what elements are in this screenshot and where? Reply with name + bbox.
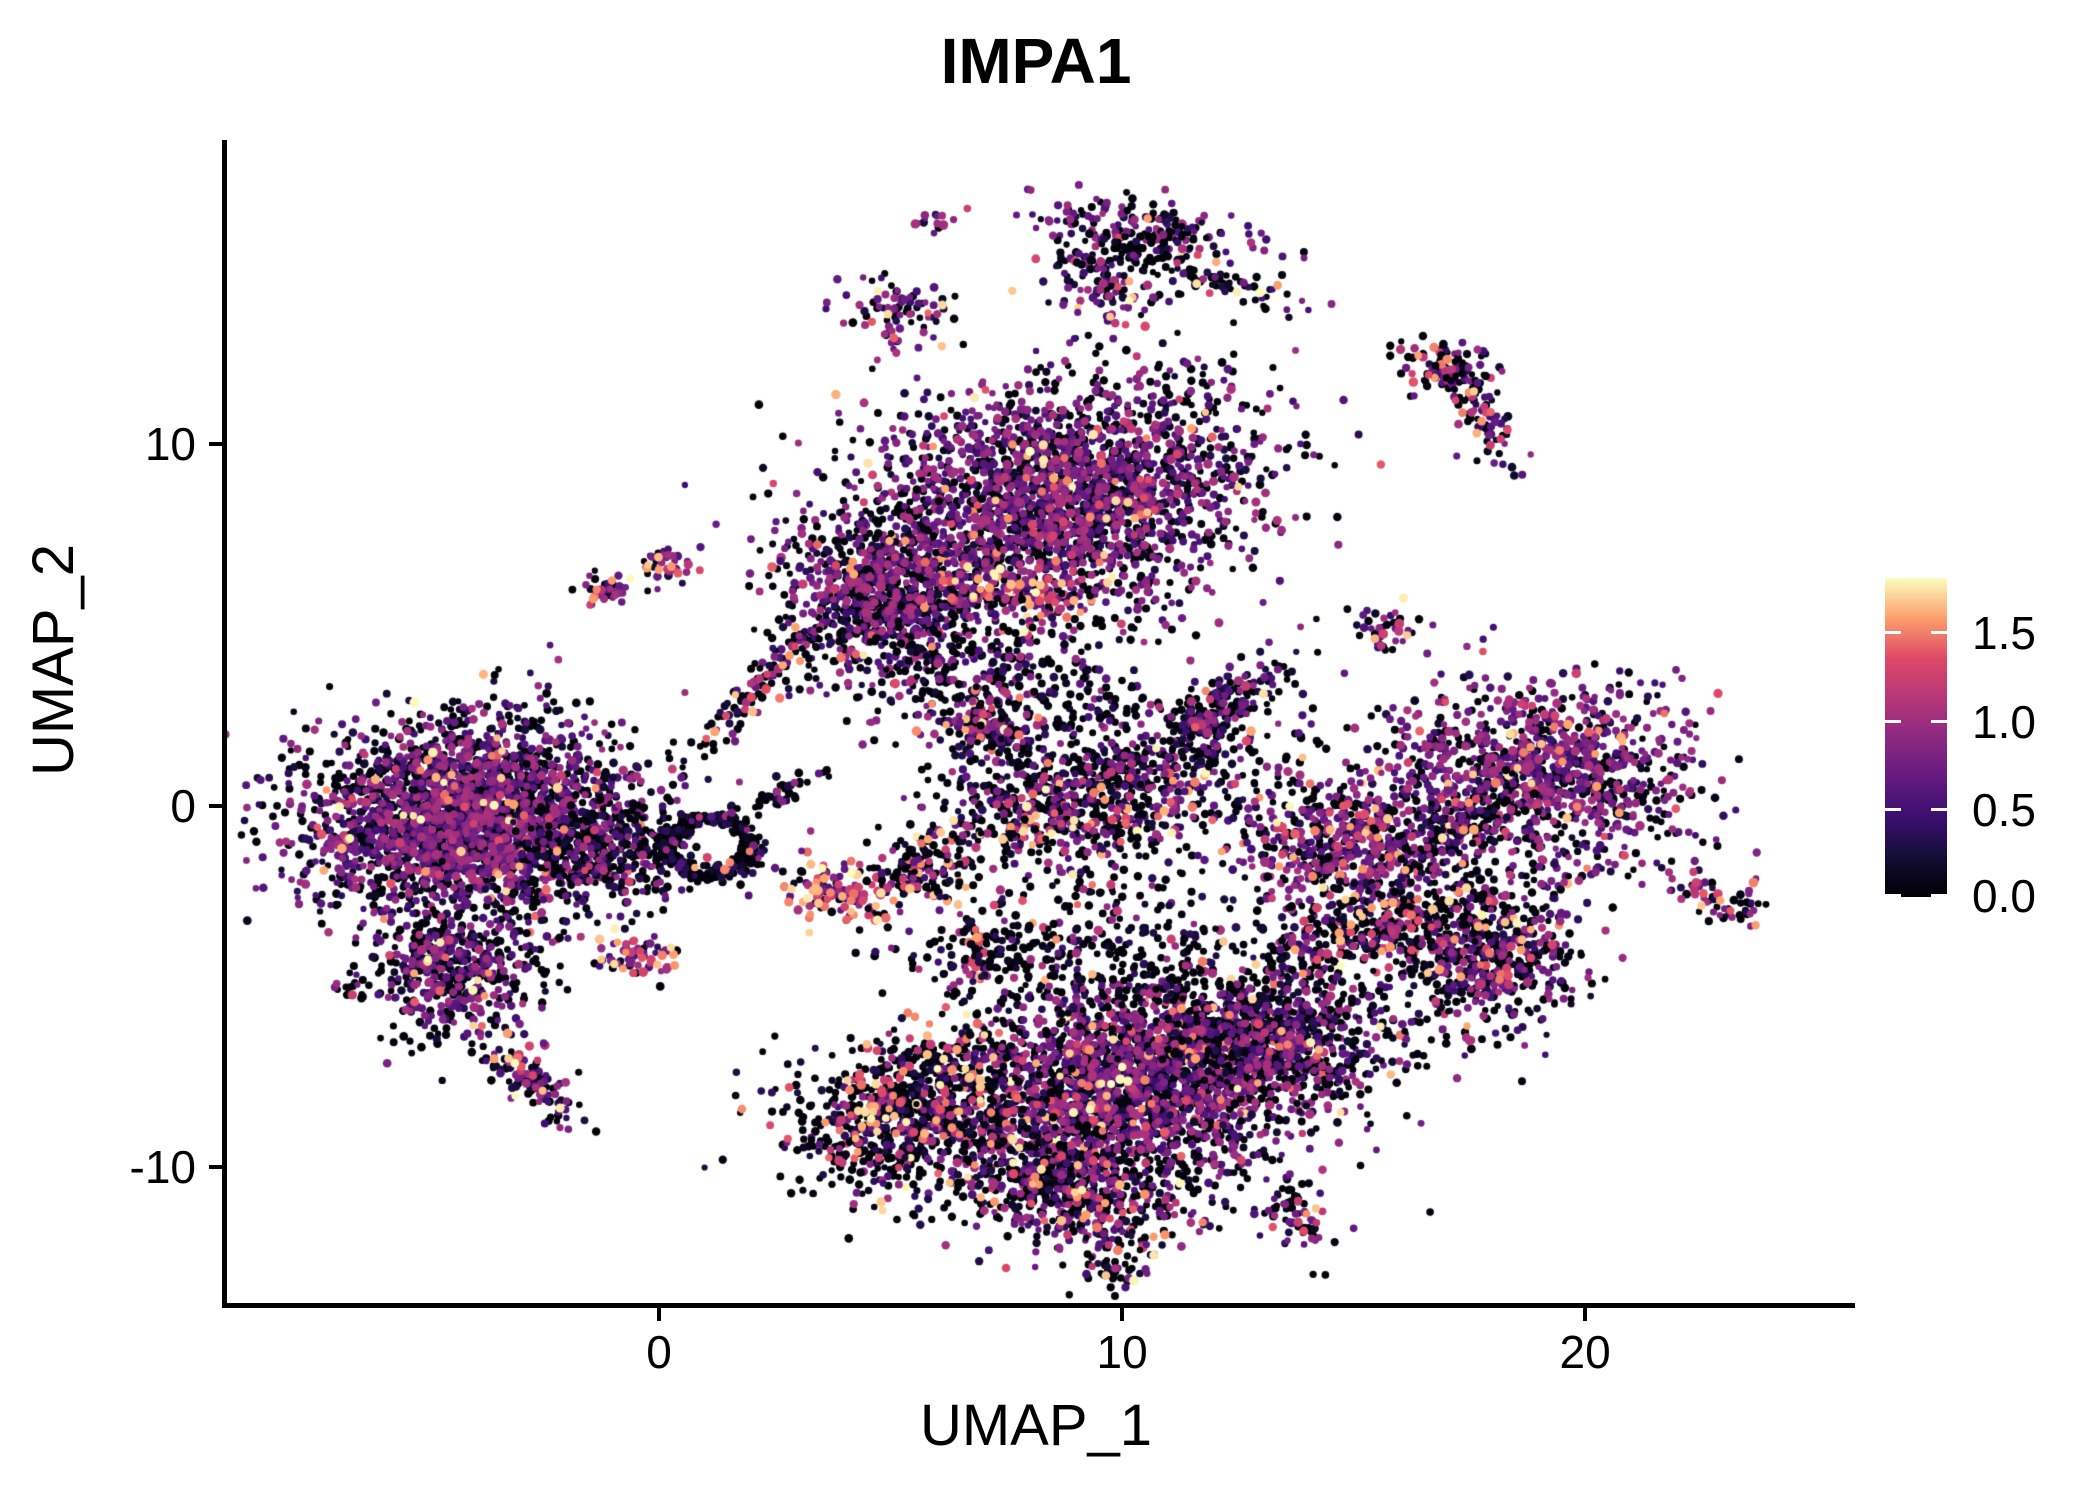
legend-tick-label: 1.5 bbox=[1972, 607, 2036, 660]
y-tick-label: -10 bbox=[129, 1141, 196, 1194]
legend-tick-mark bbox=[1885, 719, 1901, 723]
legend-colorbar bbox=[1885, 578, 1947, 897]
y-axis-title: UMAP_2 bbox=[21, 543, 86, 777]
x-tick-label: 0 bbox=[646, 1326, 672, 1378]
legend-tick-mark bbox=[1885, 808, 1901, 812]
y-tick-mark bbox=[209, 442, 222, 447]
x-tick-label: 20 bbox=[1559, 1326, 1611, 1378]
plot-title: IMPA1 bbox=[940, 25, 1132, 97]
x-tick-mark bbox=[1583, 1308, 1588, 1321]
y-tick-label: 0 bbox=[170, 779, 196, 832]
legend-tick-label: 0.0 bbox=[1972, 870, 2036, 922]
x-tick-mark bbox=[657, 1308, 662, 1321]
legend-tick-mark bbox=[1885, 894, 1901, 897]
legend-tick-mark bbox=[1931, 894, 1947, 897]
legend-tick-label: 1.0 bbox=[1972, 695, 2036, 748]
y-tick-mark bbox=[209, 803, 222, 808]
legend-tick-mark bbox=[1931, 631, 1947, 635]
y-tick-mark bbox=[209, 1165, 222, 1170]
y-tick-label: 10 bbox=[144, 418, 196, 471]
x-tick-label: 10 bbox=[1096, 1326, 1148, 1378]
legend-tick-label: 0.5 bbox=[1972, 784, 2036, 837]
legend-tick-mark bbox=[1931, 808, 1947, 812]
x-axis-title: UMAP_1 bbox=[919, 1393, 1153, 1458]
legend-tick-mark bbox=[1931, 719, 1947, 723]
legend-tick-mark bbox=[1885, 631, 1901, 635]
umap-scatter-canvas bbox=[227, 140, 1855, 1303]
plot-panel bbox=[222, 140, 1855, 1308]
x-tick-mark bbox=[1120, 1308, 1125, 1321]
